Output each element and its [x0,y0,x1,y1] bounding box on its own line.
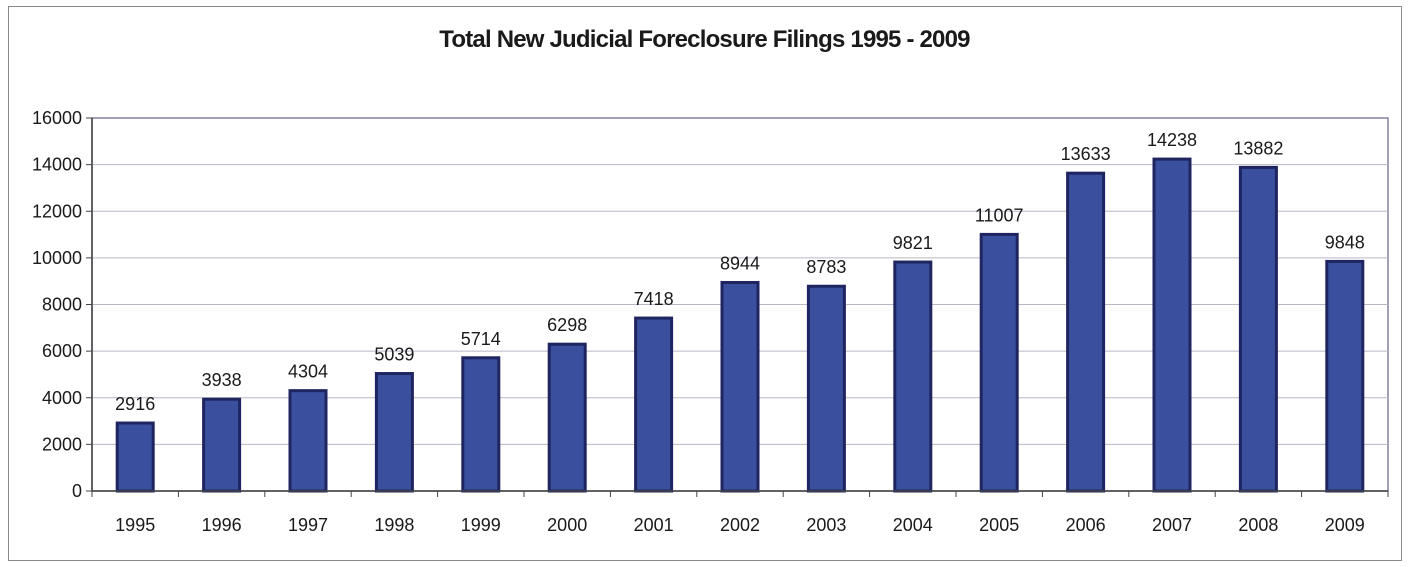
data-label: 3938 [202,370,242,390]
data-label: 2916 [115,394,155,414]
data-label: 4304 [288,362,328,382]
bar-1996 [202,397,242,493]
bar-2004 [893,260,933,493]
bar-2002 [720,280,760,493]
data-label: 9848 [1325,232,1365,252]
y-tick-label: 16000 [32,108,82,128]
data-label: 11007 [975,205,1024,225]
x-tick-label: 2001 [634,515,674,535]
x-tick-label: 1998 [374,515,414,535]
x-tick-label: 2000 [547,515,587,535]
x-tick-label: 2004 [893,515,933,535]
data-labels: 2916 3938 4304 5039 5714 6298 7418 8944 8783 9821… [115,130,1365,414]
data-label: 13882 [1233,138,1283,158]
bar-2005 [979,232,1019,493]
chart-title: Total New Judicial Foreclosure Filings 1… [439,26,970,53]
y-tick-label: 12000 [32,201,82,221]
y-tick-label: 8000 [42,295,82,315]
data-label: 8944 [720,253,760,273]
data-label: 13633 [1061,144,1111,164]
data-label: 14238 [1147,130,1197,150]
data-label: 5039 [374,345,414,365]
x-tick-label: 2007 [1152,515,1192,535]
x-tick-label: 1999 [461,515,501,535]
data-label: 6298 [547,315,587,335]
bars [115,157,1365,493]
y-tick-label: 6000 [42,341,82,361]
x-tick-label: 2009 [1325,515,1365,535]
bar-2003 [806,284,846,493]
y-tick-label: 0 [72,481,82,501]
bar-1999 [461,356,501,493]
x-tick-label: 2006 [1066,515,1106,535]
x-tick-label: 2008 [1238,515,1278,535]
bar-2001 [634,316,674,493]
data-label: 5714 [461,329,501,349]
data-label: 9821 [893,233,933,253]
y-tick-label: 10000 [32,248,82,268]
y-tick-label: 14000 [32,155,82,175]
bar-2006 [1066,171,1106,493]
bar-2008 [1238,165,1278,493]
x-tick-label: 2005 [979,515,1019,535]
bar-1998 [374,372,414,493]
bar-1997 [288,389,328,493]
data-label: 8783 [806,257,846,277]
x-tick-label: 2003 [806,515,846,535]
y-tick-label: 2000 [42,434,82,454]
y-tick-label: 4000 [42,388,82,408]
x-tick-label: 1997 [288,515,328,535]
bar-2009 [1325,259,1365,493]
x-tick-label: 1996 [202,515,242,535]
data-label: 7418 [634,289,674,309]
axes: 0 2000 4000 6000 8000 10000 12000 14000 16000 199… [32,108,1389,535]
x-tick-label: 2002 [720,515,760,535]
bar-1995 [115,421,155,493]
x-tick-label: 1995 [115,515,155,535]
bar-2000 [547,342,587,493]
bar-2007 [1152,157,1192,493]
